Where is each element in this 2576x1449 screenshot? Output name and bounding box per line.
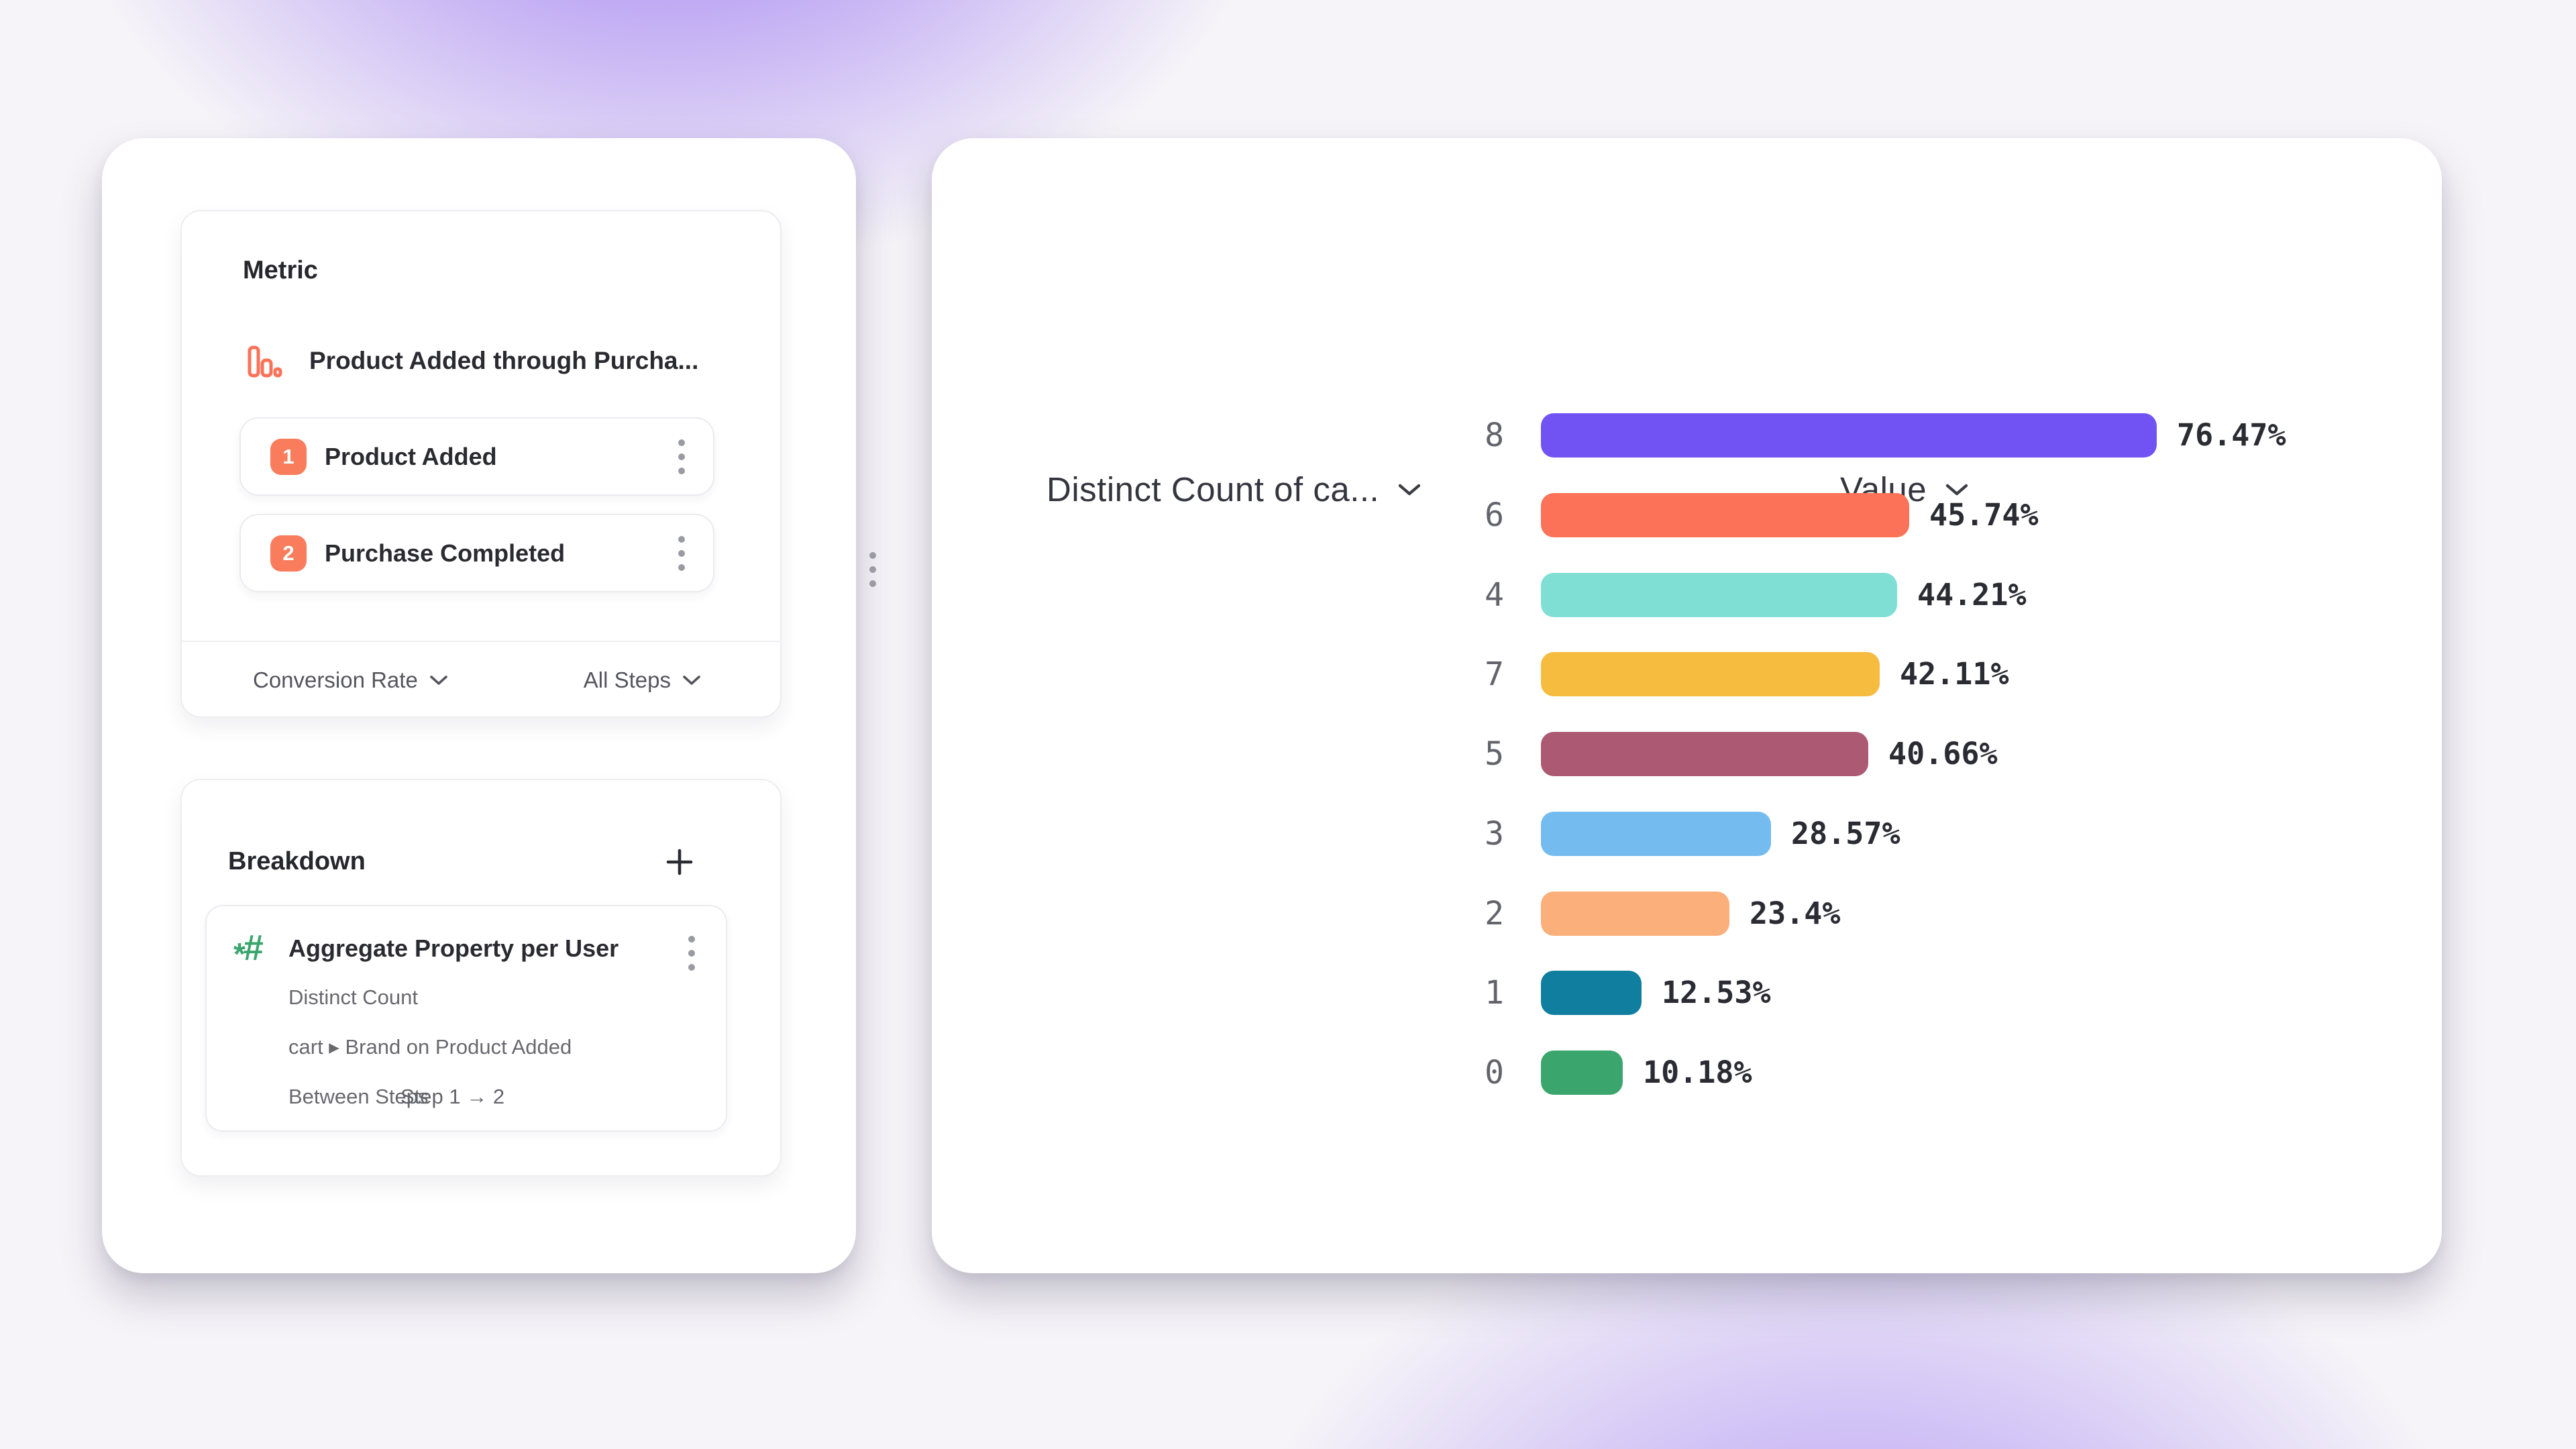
bar[interactable]: [1541, 493, 1909, 537]
bar[interactable]: [1541, 1051, 1623, 1095]
plus-icon[interactable]: [662, 845, 697, 879]
chart-row: 4 44.21%: [932, 573, 2442, 617]
bar[interactable]: [1541, 413, 2157, 458]
category-label: 6: [1485, 496, 1504, 534]
bar[interactable]: [1541, 652, 1880, 696]
funnel-step-row[interactable]: 1 Product Added: [239, 417, 714, 496]
metric-panel: Metric Product Added through Purcha... 1…: [180, 210, 876, 718]
bar[interactable]: [1541, 971, 1642, 1015]
step-number-badge: 2: [270, 535, 307, 572]
chart-row: 0 10.18%: [932, 1051, 2442, 1095]
all-steps-dropdown[interactable]: All Steps: [584, 667, 702, 693]
funnel-bars-icon: [246, 343, 282, 379]
breakdown-panel: Breakdown # * Aggregate Property per Use…: [180, 779, 782, 1177]
bar[interactable]: [1541, 812, 1771, 856]
aggregation-type: Distinct Count: [288, 985, 418, 1009]
chart-row: 8 76.47%: [932, 413, 2442, 458]
kebab-menu-icon[interactable]: [674, 532, 689, 575]
bar[interactable]: [1541, 732, 1868, 776]
chart-row: 5 40.66%: [932, 732, 2442, 776]
chart-row: 6 45.74%: [932, 493, 2442, 537]
value-label: 45.74%: [1929, 497, 2039, 533]
hash-glyph: #: [243, 928, 264, 968]
query-builder-card: Metric Product Added through Purcha... 1…: [102, 138, 876, 1273]
chart-row: 1 12.53%: [932, 971, 2442, 1015]
sparkle-glyph: *: [233, 936, 246, 971]
all-steps-label: All Steps: [583, 667, 671, 692]
value-label: 28.57%: [1791, 816, 1900, 851]
value-label: 44.21%: [1917, 577, 2027, 612]
breakdown-column-header[interactable]: Distinct Count of ca...: [1046, 470, 1422, 509]
value-label: 40.66%: [1888, 736, 1998, 771]
category-label: 4: [1485, 576, 1504, 614]
category-label: 7: [1485, 655, 1504, 693]
scope-value: Step 1 → 2: [400, 1085, 505, 1108]
value-label: 42.11%: [1900, 656, 2009, 692]
value-label: 10.18%: [1643, 1055, 1752, 1090]
category-label: 5: [1485, 735, 1504, 773]
category-label: 1: [1485, 974, 1504, 1012]
conversion-rate-dropdown[interactable]: Conversion Rate: [253, 667, 449, 693]
step-label: Purchase Completed: [325, 539, 566, 567]
chevron-down-icon: [1944, 482, 1970, 497]
step-number-badge: 1: [270, 438, 307, 475]
category-label: 0: [1485, 1054, 1504, 1091]
category-label: 8: [1485, 417, 1504, 454]
bar[interactable]: [1541, 573, 1897, 617]
funnel-metric-row[interactable]: Product Added through Purcha...: [246, 341, 698, 381]
chart-card: Distinct Count of ca... Value 8 76.47% 6 45…: [932, 138, 2442, 1273]
step-label: Product Added: [325, 442, 497, 470]
category-label: 2: [1485, 895, 1504, 932]
category-label: 3: [1485, 815, 1504, 853]
chevron-down-icon: [682, 674, 702, 686]
chevron-down-icon: [429, 674, 449, 686]
chart-row: 3 28.57%: [932, 812, 2442, 856]
kebab-menu-icon[interactable]: [865, 548, 880, 591]
funnel-metric-label: Product Added through Purcha...: [309, 347, 699, 374]
value-label: 12.53%: [1662, 975, 1771, 1010]
metric-footer-divider: [182, 641, 780, 642]
value-label: 76.47%: [2177, 417, 2286, 453]
kebab-menu-icon[interactable]: [684, 932, 699, 975]
bar-chart: 8 76.47% 6 45.74% 4 44.21% 7 42.11% 5 40.66% 3 28.5…: [932, 138, 2442, 1273]
hashtag-sparkle-icon: # *: [233, 928, 272, 971]
funnel-step-row[interactable]: 2 Purchase Completed: [239, 514, 714, 592]
chart-row: 7 42.11%: [932, 652, 2442, 696]
breakdown-panel-title: Breakdown: [228, 847, 366, 875]
chevron-down-icon: [1397, 482, 1422, 497]
aggregate-property-title: Aggregate Property per User: [288, 934, 619, 962]
kebab-menu-icon[interactable]: [674, 435, 689, 478]
scope-label: Between Steps: [288, 1085, 429, 1108]
breakdown-column-label: Distinct Count of ca...: [1046, 470, 1380, 508]
chart-row: 2 23.4%: [932, 892, 2442, 936]
aggregate-property-card[interactable]: # * Aggregate Property per User Distinct…: [205, 905, 727, 1132]
metric-footer: Conversion Rate All Steps: [182, 642, 780, 718]
bar[interactable]: [1541, 892, 1729, 936]
property-path: cart ▸ Brand on Product Added: [288, 1035, 572, 1059]
conversion-rate-label: Conversion Rate: [253, 667, 418, 692]
value-label: 23.4%: [1750, 896, 1841, 931]
metric-panel-title: Metric: [243, 256, 318, 284]
